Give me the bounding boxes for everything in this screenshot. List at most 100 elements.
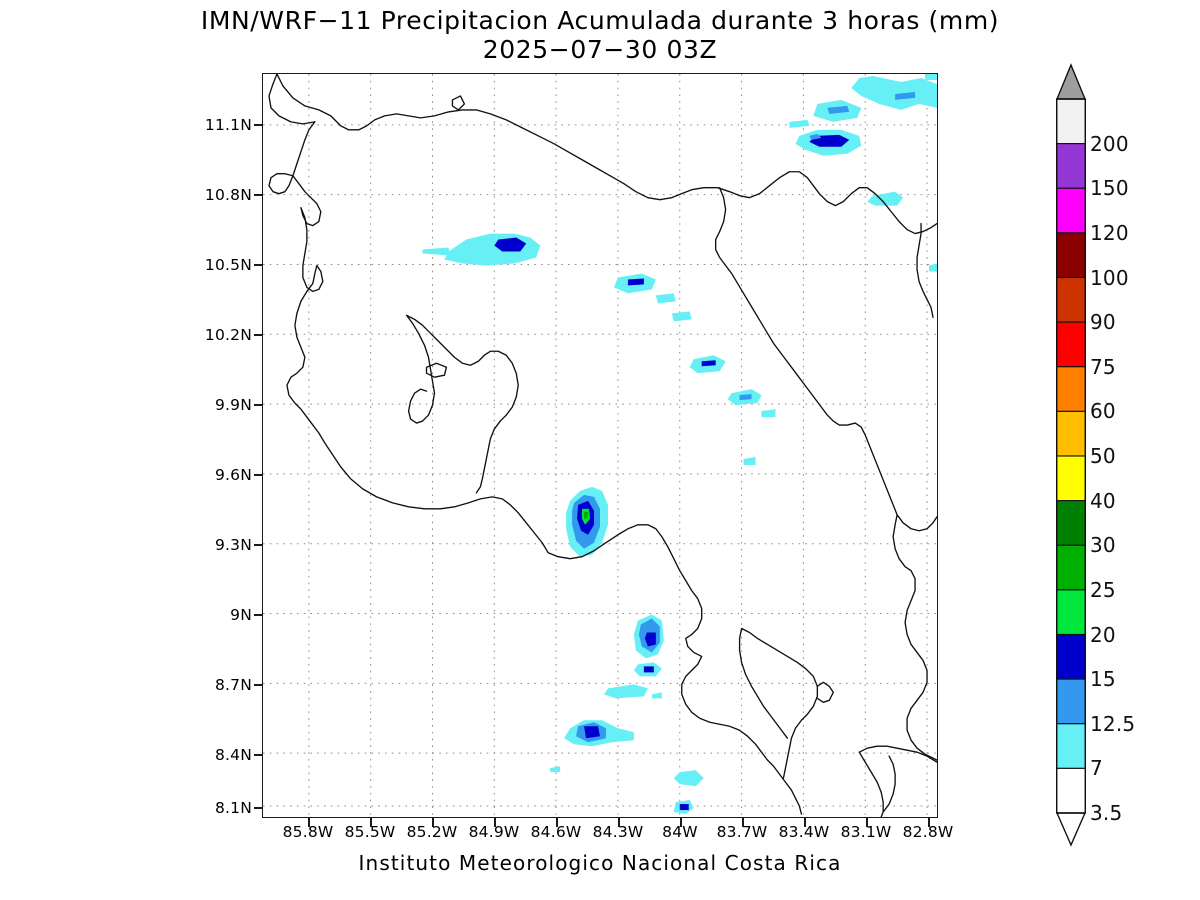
colorbar-tick-label: 12.5 [1090, 711, 1136, 736]
colorbar-band [1056, 723, 1086, 769]
x-tick-label: 83.1W [840, 823, 892, 841]
y-tick-label: 8.7N [214, 676, 252, 694]
colorbar-tick-label: 75 [1090, 354, 1116, 379]
colorbar-outline [1055, 98, 1087, 814]
colorbar-tick-label: 100 [1090, 265, 1129, 290]
x-tick-label: 84W [662, 823, 698, 841]
precip-cell [851, 75, 937, 110]
colorbar-band [1056, 500, 1086, 546]
x-tick-label: 85.5W [344, 823, 396, 841]
precip-cell [809, 133, 822, 140]
colorbar-tick-label: 7 [1090, 756, 1103, 781]
x-tick-label: 84.9W [468, 823, 520, 841]
golfo-dulce [816, 681, 834, 703]
chart-title-block: IMN/WRF−11 Precipitacion Acumulada duran… [0, 6, 1200, 64]
page-title: IMN/WRF−11 Precipitacion Acumulada duran… [200, 6, 1000, 35]
footer-credit: Instituto Meteorologico Nacional Costa R… [358, 851, 842, 875]
colorbar-band [1056, 143, 1086, 189]
colorbar-band [1056, 633, 1086, 680]
x-tick-mark [494, 818, 496, 827]
colorbar-band [1056, 678, 1086, 725]
colorbar-band [1056, 455, 1086, 502]
x-tick-mark [866, 818, 868, 827]
colorbar-tick-label: 15 [1090, 667, 1116, 692]
colorbar-band [1056, 589, 1086, 636]
precip-cell [651, 692, 662, 699]
colorbar-tick-label: 40 [1090, 488, 1116, 513]
colorbar-tick-label: 30 [1090, 533, 1116, 558]
precip-cell [739, 394, 752, 401]
colorbar-legend[interactable] [1055, 63, 1087, 847]
colorbar-band [1056, 321, 1086, 368]
colorbar-tick-label: 120 [1090, 220, 1129, 245]
gridlines [263, 74, 937, 817]
y-tick-label: 9.9N [214, 396, 252, 414]
colorbar-tick-label: 60 [1090, 399, 1116, 424]
colorbar-band [1056, 366, 1086, 412]
y-tick-label: 11.1N [204, 116, 252, 134]
x-tick-label: 84.3W [592, 823, 644, 841]
x-tick-label: 82.8W [902, 823, 954, 841]
colorbar-tick-label: 90 [1090, 310, 1116, 335]
panama-border [892, 514, 937, 761]
colorbar-tick-label: 50 [1090, 444, 1116, 468]
peninsula-lagoon [425, 362, 448, 378]
y-tick-label: 8.1N [214, 799, 252, 817]
colorbar-tick-label: 150 [1090, 176, 1129, 201]
precip-cell [701, 360, 716, 367]
x-tick-mark [618, 818, 620, 827]
pacific-northwest-coastline [268, 121, 549, 554]
x-tick-mark [308, 818, 310, 827]
precip-cell [789, 119, 810, 128]
colorbar-band [1056, 187, 1086, 234]
colorbar-tick-label: 3.5 [1090, 801, 1123, 825]
colorbar-tick-label: 200 [1090, 131, 1129, 156]
precip-cell [584, 726, 600, 739]
caribbean-coastline [714, 187, 898, 516]
precip-cell [494, 237, 527, 252]
x-tick-mark [432, 818, 434, 827]
colorbar-band [1056, 276, 1086, 323]
precip-cell [673, 770, 704, 787]
x-tick-mark [742, 818, 744, 827]
precip-cell [644, 632, 656, 647]
x-tick-mark [804, 818, 806, 827]
x-tick-label: 83.4W [778, 823, 830, 841]
colorbar-svg [1055, 63, 1087, 847]
y-tick-label: 10.2N [204, 326, 252, 344]
colorbar-over-arrow [1055, 63, 1087, 100]
map-canvas [263, 74, 937, 817]
colorbar-labels: 200 150 120 100 90 75 60 50 40 30 25 20 15 12.5 7 3.5 [1090, 97, 1195, 823]
x-tick-label: 83.7W [716, 823, 768, 841]
osa-peninsula [738, 627, 819, 779]
panama-pacific-coast [858, 745, 937, 817]
northern-border-coastline [276, 74, 937, 235]
precip-cell [895, 91, 916, 100]
lake-nicaragua-shore [268, 74, 316, 125]
colorbar-tick-label: 20 [1090, 622, 1116, 647]
colorbar-band [1056, 767, 1086, 814]
page-subtitle: 2025−07−30 03Z [482, 35, 718, 64]
colorbar-under-arrow [1055, 812, 1087, 847]
precip-cell [550, 766, 561, 773]
precip-cell [761, 409, 776, 418]
map-plot-area[interactable] [262, 73, 938, 818]
colorbar-bands [1056, 98, 1086, 814]
precip-cell [679, 804, 689, 811]
y-tick-label: 9.3N [214, 536, 252, 554]
colorbar-band [1056, 410, 1086, 457]
panama-inland-border [916, 222, 934, 319]
y-tick-label: 9.6N [214, 466, 252, 484]
x-tick-mark [680, 818, 682, 827]
precip-cell [627, 278, 644, 286]
precip-cell [929, 263, 937, 272]
y-tick-label: 9N [230, 606, 252, 624]
precip-cell [444, 233, 541, 266]
colorbar-band [1056, 544, 1086, 591]
precip-cell [925, 74, 937, 80]
x-tick-mark [928, 818, 930, 827]
precip-cell [743, 456, 756, 465]
colorbar-tick-label: 25 [1090, 577, 1116, 602]
x-tick-label: 85.2W [406, 823, 458, 841]
